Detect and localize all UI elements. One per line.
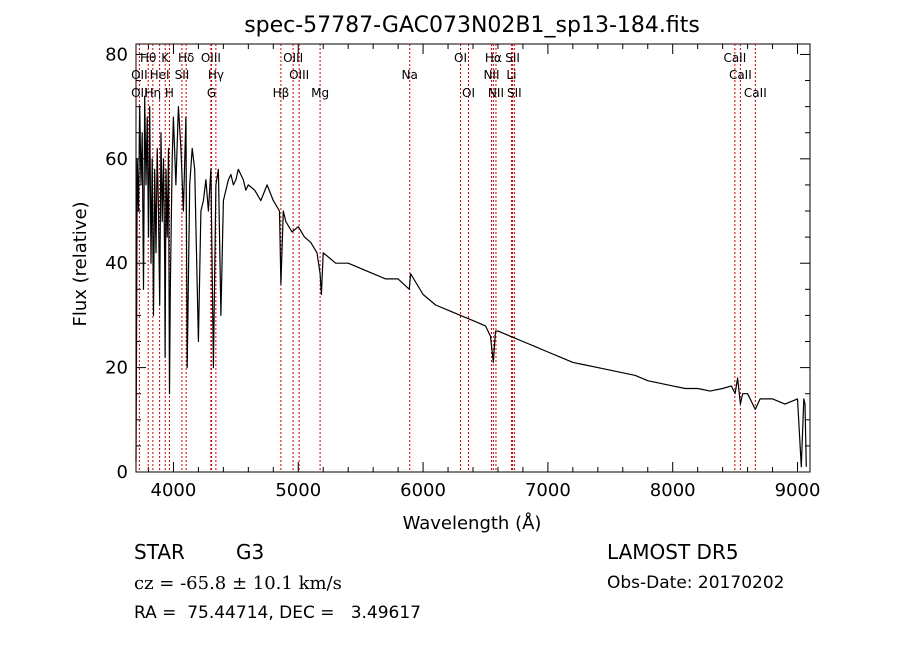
spectrum-line xyxy=(135,95,807,468)
spectral-line-label: CaII xyxy=(729,68,752,82)
spectral-line-label: OI xyxy=(454,51,467,65)
spectral-line-label: Hγ xyxy=(208,68,224,82)
spectral-line-label: Na xyxy=(402,68,418,82)
x-tick-label: 5000 xyxy=(275,480,321,501)
tick-labels: 4000 5000 6000 7000 8000 9000 0 20 40 60 80 xyxy=(105,44,820,501)
spectral-line-label: SII xyxy=(175,68,190,82)
y-tick-label: 0 xyxy=(117,462,128,483)
spectral-line-label: CaII xyxy=(723,51,746,65)
spectral-line-label: H xyxy=(165,86,174,100)
y-tick-label: 60 xyxy=(105,149,128,170)
spectral-line-label: Hα xyxy=(485,51,502,65)
spectrum-data xyxy=(135,95,807,468)
spectral-line-label: Mg xyxy=(311,86,329,100)
spectral-line-label: Hβ xyxy=(273,86,290,100)
spectral-line-label: K xyxy=(161,51,170,65)
spectral-line-label: Li xyxy=(506,68,516,82)
spectral-line-label: Hη xyxy=(145,86,162,100)
y-tick-label: 80 xyxy=(105,44,128,65)
spectral-line-label: Hθ xyxy=(140,51,156,65)
class-label: STAR xyxy=(134,540,185,564)
y-tick-label: 40 xyxy=(105,253,128,274)
x-tick-label: 6000 xyxy=(400,480,446,501)
x-tick-label: 9000 xyxy=(775,480,821,501)
spectral-line-label: OI xyxy=(462,86,475,100)
plot-frame xyxy=(135,43,811,473)
chart-title: spec-57787-GAC073N02B1_sp13-184.fits xyxy=(244,13,700,38)
spectral-line-label: OII xyxy=(131,68,148,82)
coordinates-readout: RA = 75.44714, DEC = 3.49617 xyxy=(134,603,421,623)
spectral-line-label: OII xyxy=(131,86,148,100)
axes xyxy=(135,43,811,473)
redshift-readout: cz = -65.8 ± 10.1 km/s xyxy=(134,573,342,594)
spectral-line-label: OIII xyxy=(201,51,221,65)
spectral-line-label: OIII xyxy=(289,68,309,82)
spectral-line-label: SII xyxy=(505,51,520,65)
y-axis-label: Flux (relative) xyxy=(70,201,91,326)
spectral-line-label: NII xyxy=(488,86,504,100)
spectral-line-label: Hδ xyxy=(178,51,194,65)
x-tick-label: 4000 xyxy=(151,480,197,501)
obs-date-readout: Obs-Date: 20170202 xyxy=(607,573,785,593)
spectral-line-label: G xyxy=(207,86,216,100)
spectral-line-label: OIII xyxy=(283,51,303,65)
spectral-line-label: SII xyxy=(507,86,522,100)
survey-label: LAMOST DR5 xyxy=(607,540,739,564)
reference-lines xyxy=(138,44,756,472)
spectral-line-label: CaII xyxy=(744,86,767,100)
x-tick-label: 8000 xyxy=(650,480,696,501)
subclass-label: G3 xyxy=(236,540,265,564)
spectral-line-label: NII xyxy=(483,68,499,82)
y-tick-label: 20 xyxy=(105,358,128,379)
x-tick-label: 7000 xyxy=(525,480,571,501)
x-axis-label: Wavelength (Å) xyxy=(403,512,542,534)
spectral-line-label: HeI xyxy=(150,68,170,82)
